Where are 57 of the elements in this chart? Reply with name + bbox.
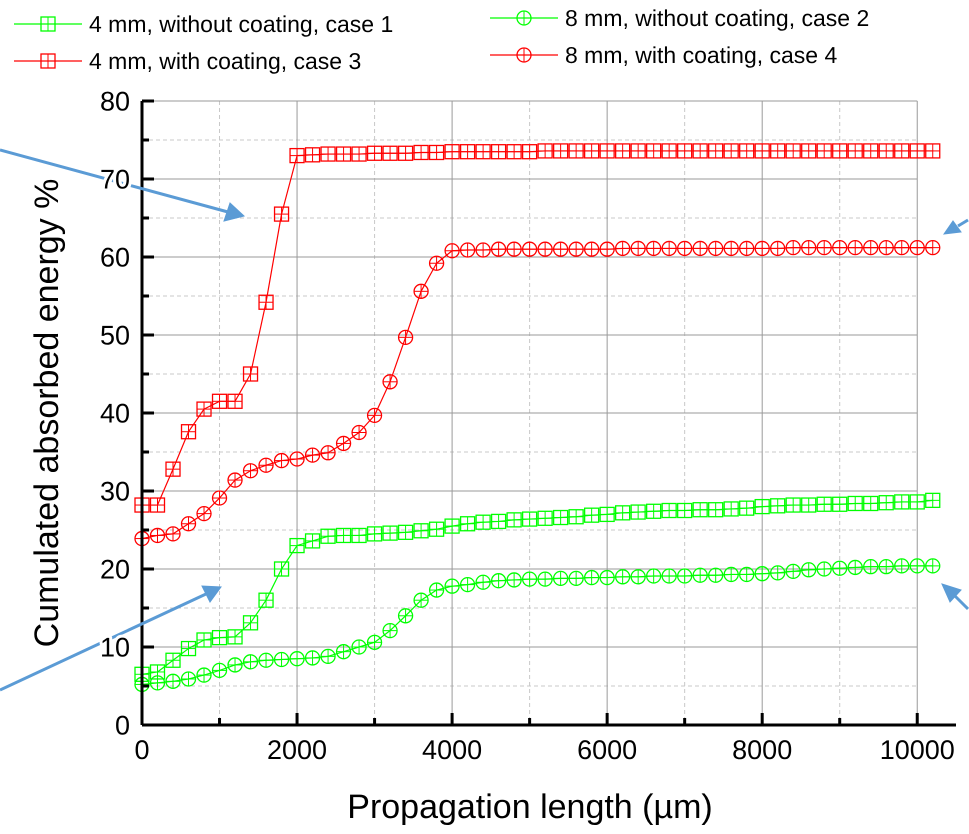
point (227, 657, 243, 673)
x-tick-label: 2000 (267, 735, 328, 765)
point (196, 401, 212, 417)
y-tick-label: 40 (100, 398, 130, 428)
point (336, 436, 352, 452)
point (196, 667, 212, 683)
point (227, 472, 243, 488)
point (398, 608, 414, 624)
point (180, 424, 196, 440)
legend-label: 8 mm, without coating, case 2 (565, 5, 870, 32)
y-tick-label: 50 (100, 320, 130, 350)
point (382, 622, 398, 638)
point (258, 458, 274, 473)
point (351, 639, 367, 655)
point (304, 533, 320, 549)
y-tick-label: 20 (100, 554, 130, 584)
point (351, 424, 367, 440)
point (428, 582, 444, 598)
x-tick-label: 4000 (422, 735, 482, 765)
y-tick-label: 0 (114, 710, 130, 740)
point (413, 592, 429, 608)
point (212, 662, 228, 678)
point (398, 330, 414, 345)
point (336, 644, 352, 660)
x-tick-label: 10000 (880, 735, 955, 765)
point (428, 256, 444, 271)
x-tick-label: 0 (134, 735, 150, 765)
point (165, 652, 181, 668)
point (212, 490, 228, 506)
point (242, 463, 258, 478)
point (180, 640, 196, 656)
point (413, 284, 429, 299)
x-axis-title: Propagation length (µm) (347, 788, 713, 826)
y-tick-label: 10 (100, 632, 130, 662)
point (289, 538, 305, 554)
x-tick-label: 6000 (577, 735, 638, 765)
point (165, 462, 181, 477)
legend-label: 4 mm, without coating, case 1 (89, 11, 394, 38)
point (382, 374, 398, 390)
point (258, 294, 274, 310)
point (258, 592, 274, 608)
point (180, 516, 196, 532)
point (134, 530, 150, 546)
point (366, 408, 382, 423)
x-tick-label: 8000 (732, 735, 792, 765)
point (242, 366, 258, 382)
point (196, 506, 212, 522)
y-tick-label: 80 (100, 86, 130, 116)
legend-label: 8 mm, with coating, case 4 (565, 42, 838, 68)
point (366, 634, 382, 650)
y-axis-title: Cumulated absorbed energy % (28, 178, 66, 648)
legend-label: 4 mm, with coating, case 3 (89, 48, 362, 74)
point (274, 561, 290, 577)
point (274, 206, 290, 222)
y-tick-label: 30 (100, 476, 130, 506)
point (242, 615, 258, 630)
y-tick-label: 60 (100, 242, 130, 272)
